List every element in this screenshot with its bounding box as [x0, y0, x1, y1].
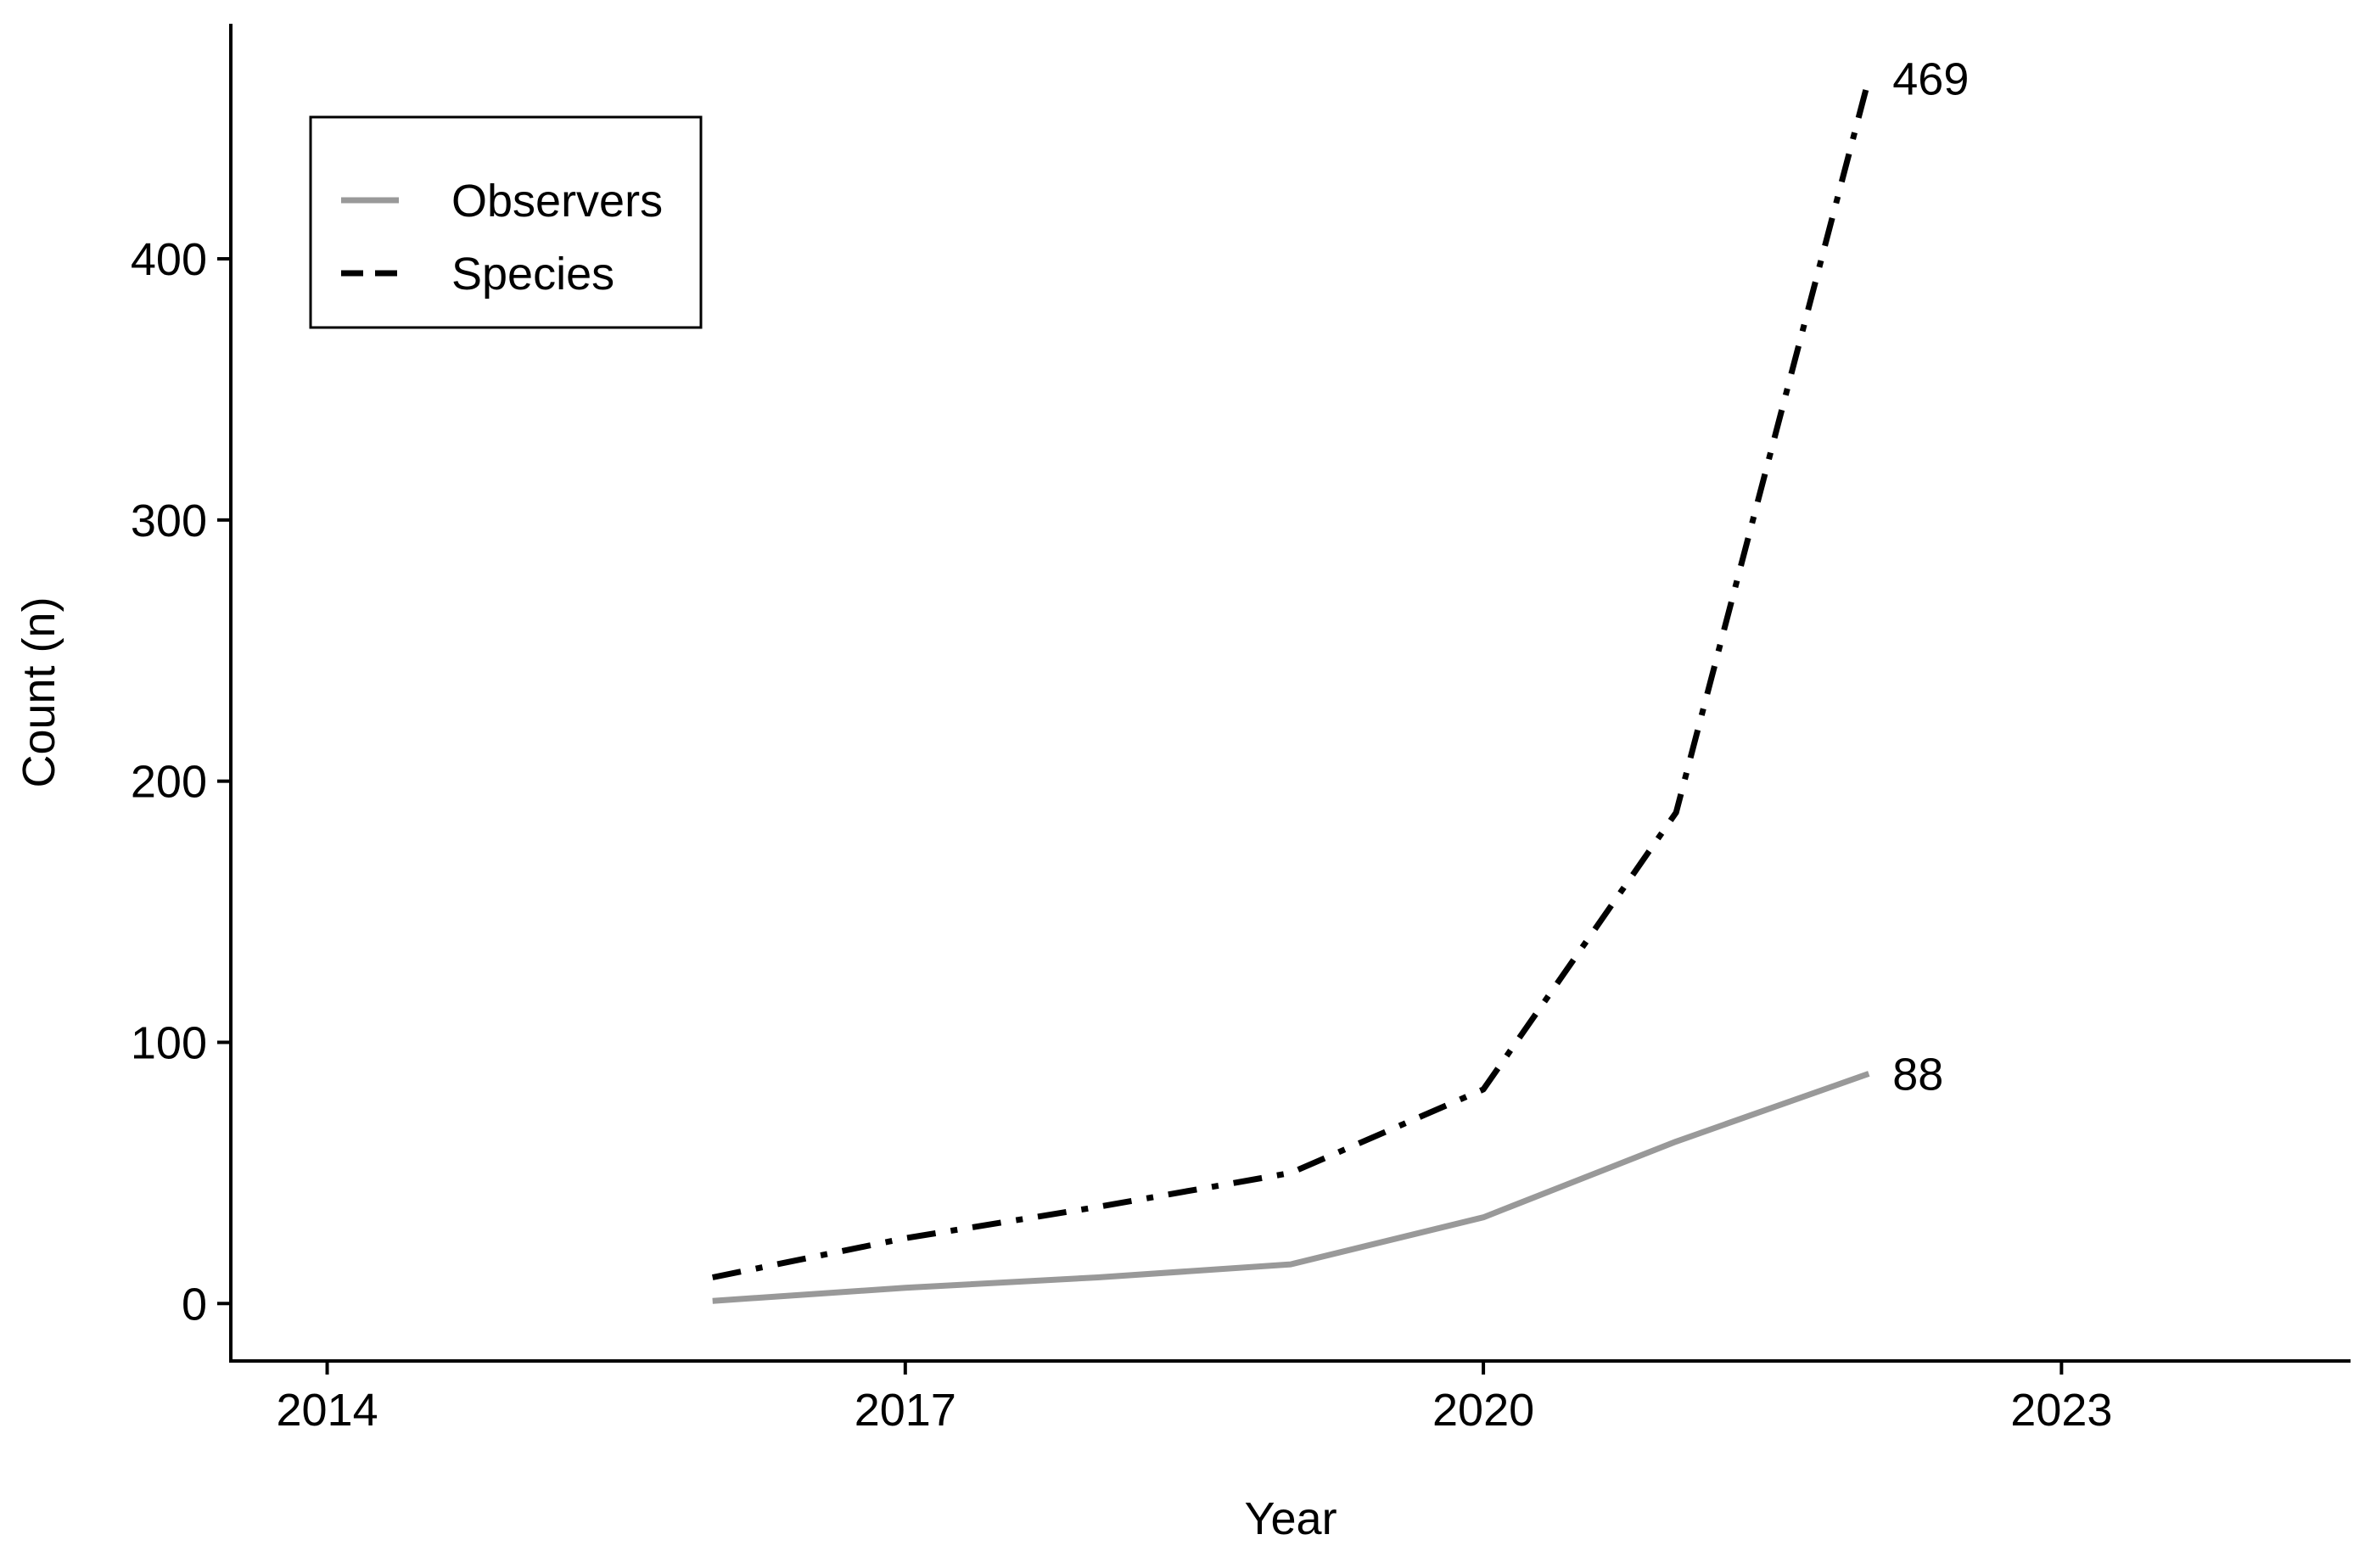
series-line-observers	[712, 1071, 1870, 1304]
x-ticks: 2014 2017 2020 2023	[276, 1361, 2112, 1436]
series-layer	[712, 77, 1872, 1304]
legend-box	[309, 115, 703, 329]
y-ticks: 0 100 200 300 400	[131, 234, 231, 1330]
x-tick-label: 2023	[2010, 1385, 2112, 1436]
end-labels: 88 469	[1892, 54, 1969, 1100]
axes	[229, 24, 2351, 1363]
y-axis-title: Count (n)	[14, 596, 64, 787]
y-tick-label: 0	[182, 1279, 207, 1330]
y-tick-label: 400	[131, 234, 207, 285]
legend-items: Observers Species	[341, 176, 663, 300]
x-tick-label: 2014	[276, 1385, 378, 1436]
legend-label-species: Species	[451, 249, 614, 300]
x-tick-label: 2020	[1432, 1385, 1534, 1436]
legend-label-observers: Observers	[451, 176, 663, 227]
series-line-species	[712, 77, 1872, 1280]
end-label-observers: 88	[1892, 1049, 1943, 1100]
end-label-species: 469	[1892, 54, 1969, 105]
y-tick-label: 200	[131, 757, 207, 808]
y-tick-label: 100	[131, 1017, 207, 1068]
y-tick-label: 300	[131, 496, 207, 546]
x-axis-title: Year	[1244, 1493, 1336, 1544]
legend: Observers Species	[309, 115, 703, 329]
x-tick-label: 2017	[855, 1385, 956, 1436]
